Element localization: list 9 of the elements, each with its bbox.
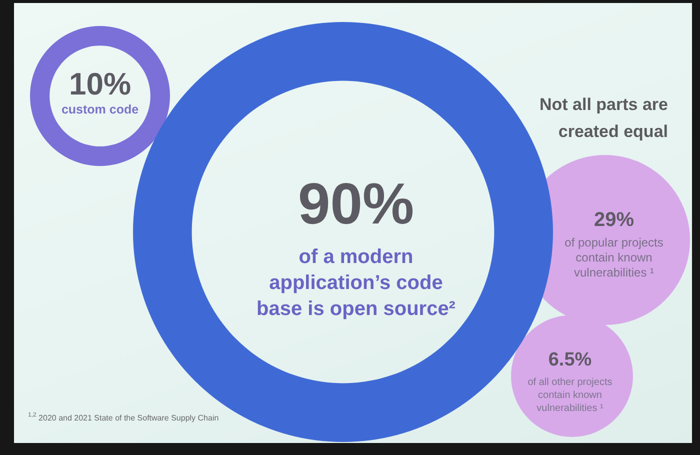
category-label: custom code xyxy=(61,102,139,116)
category-label: of popular projects contain known vulnerabilities ¹ xyxy=(564,236,664,280)
data-label: 90% xyxy=(298,172,414,236)
data-label: 6.5% xyxy=(548,350,592,370)
text: Not all parts are created equal xyxy=(540,95,668,141)
category-label: of all other projects contain known vulnerabilities ¹ xyxy=(528,377,612,414)
data-label: 10% xyxy=(68,66,132,102)
category-label: of a modern application’s code base is open source² xyxy=(256,246,456,320)
data-label: 29% xyxy=(594,209,634,231)
